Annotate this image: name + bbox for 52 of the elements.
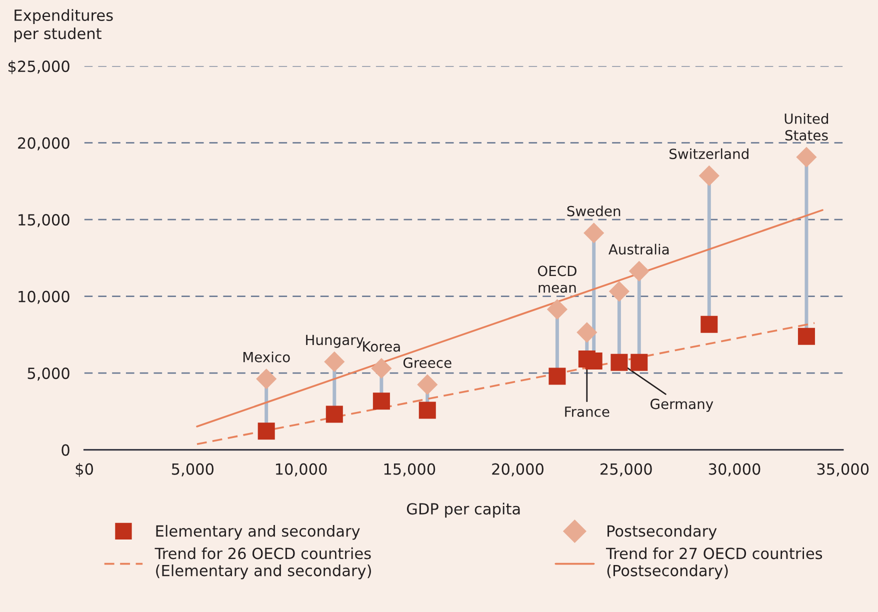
x-tick-label: 35,000 — [817, 463, 869, 476]
annotation: Switzerland — [670, 148, 748, 160]
x-tick-label: 25,000 — [600, 463, 652, 476]
x-tick-label: $0 — [76, 463, 93, 477]
annotation: Greece — [403, 358, 452, 368]
y-tick-label: 0 — [62, 444, 70, 456]
point — [584, 222, 604, 244]
point — [372, 392, 390, 410]
x-tick-label: 30,000 — [708, 463, 760, 476]
x-tick-label: 15,000 — [384, 463, 436, 476]
point — [585, 352, 602, 370]
annotation: OECD mean — [538, 266, 576, 293]
point — [418, 402, 436, 419]
point — [326, 406, 343, 423]
annotation: Korea — [363, 341, 400, 352]
point — [324, 351, 345, 372]
y-tick-label: 20,000 — [18, 137, 70, 150]
point — [256, 368, 277, 390]
y-tick-label: 10,000 — [18, 290, 70, 304]
annotation: Sweden — [567, 206, 620, 216]
x-tick-label: 5,000 — [172, 463, 214, 476]
x-axis-title: GDP per capita — [406, 502, 520, 518]
legend-label: Trend for 26 OECD countries (Elementary and secondary) — [154, 547, 371, 580]
y-tick-label: 5,000 — [28, 368, 70, 381]
point — [798, 328, 815, 345]
x-tick-label: 20,000 — [492, 463, 544, 476]
annotation: Australia — [608, 244, 669, 255]
x-tick-label: 10,000 — [276, 463, 327, 476]
point — [576, 322, 598, 343]
point — [698, 165, 720, 186]
legend-label: Elementary and secondary — [156, 524, 360, 540]
point — [258, 422, 275, 440]
annotation: United States — [784, 113, 828, 141]
y-tick-label: 15,000 — [18, 214, 70, 228]
annotation: Germany — [650, 398, 714, 412]
point — [546, 299, 568, 320]
point — [608, 281, 630, 302]
annotation: France — [565, 406, 610, 417]
annotation: Mexico — [243, 352, 290, 362]
legend-label: Postsecondary — [608, 524, 717, 540]
point — [610, 354, 628, 371]
point — [548, 368, 566, 385]
point — [628, 260, 650, 282]
point — [796, 146, 817, 168]
point — [371, 358, 392, 379]
y-tick-label: $25,000 — [8, 60, 70, 74]
point — [417, 374, 438, 395]
point — [700, 316, 718, 333]
legend-label: Trend for 27 OECD countries (Postsecondary) — [606, 547, 822, 580]
y-axis-title: Expenditures per student — [14, 9, 113, 42]
point — [630, 354, 648, 371]
annotation: Hungary — [306, 334, 364, 348]
